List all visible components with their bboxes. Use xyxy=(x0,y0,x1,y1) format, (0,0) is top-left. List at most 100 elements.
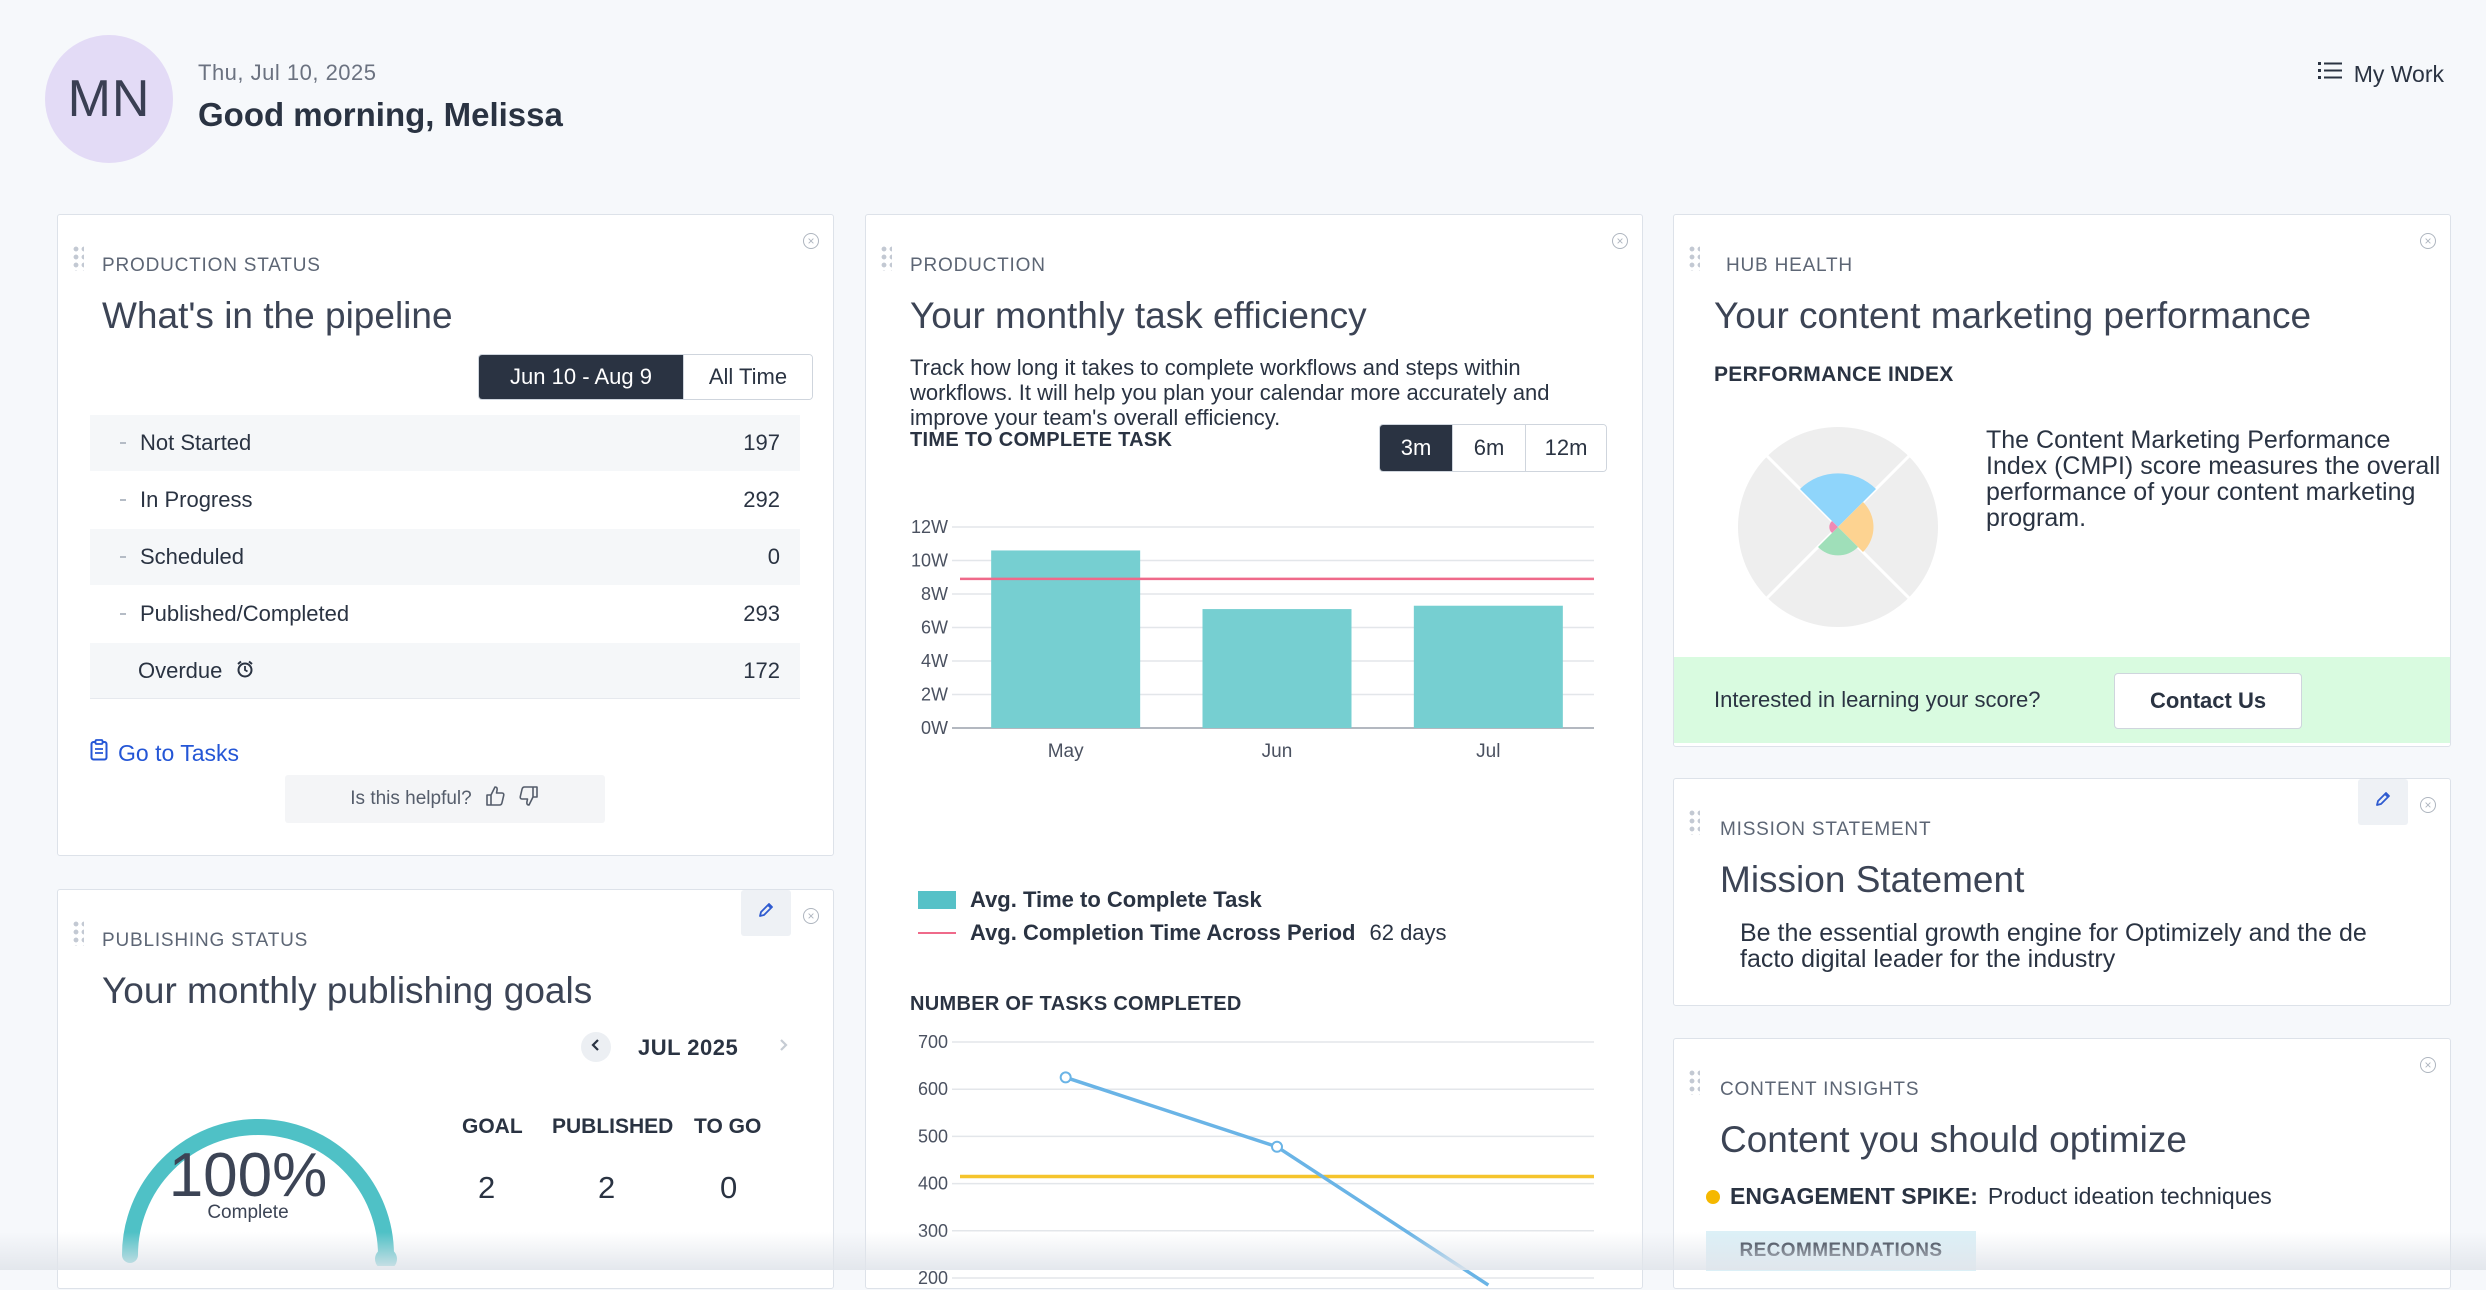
drag-handle[interactable] xyxy=(72,245,84,271)
close-icon[interactable]: × xyxy=(2420,797,2436,813)
period-12m-button[interactable]: 12m xyxy=(1525,425,1606,471)
bullet-icon xyxy=(120,556,126,558)
pipeline-row-overdue[interactable]: Overdue 172 xyxy=(90,643,800,699)
date-range-toggle: Jun 10 - Aug 9 All Time xyxy=(478,354,813,400)
card-title: Your monthly publishing goals xyxy=(102,970,593,1011)
y-tick-label: 0W xyxy=(921,718,948,738)
time-to-complete-chart: 0W 2W 4W 6W 8W 10W 12W May Jun Jul xyxy=(911,517,1594,762)
bar-may xyxy=(991,550,1141,728)
month-label: JUL 2025 xyxy=(638,1035,739,1060)
x-tick-label: Jul xyxy=(1476,741,1500,762)
row-label: Overdue xyxy=(138,657,223,683)
thumbs-down-icon[interactable] xyxy=(518,785,540,813)
prev-month-button[interactable] xyxy=(581,1032,611,1062)
bar-jun xyxy=(1202,609,1352,728)
thumbs-up-icon[interactable] xyxy=(484,785,506,813)
card-title: Mission Statement xyxy=(1720,859,2025,900)
row-value: 292 xyxy=(743,487,780,512)
my-work-label: My Work xyxy=(2353,60,2444,87)
y-tick-label: 8W xyxy=(921,584,948,604)
pipeline-row[interactable]: Scheduled 0 xyxy=(90,529,800,585)
close-icon[interactable]: × xyxy=(2420,233,2436,249)
row-label: In Progress xyxy=(140,487,253,512)
to-go-header: TO GO xyxy=(694,1115,762,1138)
bullet-icon xyxy=(120,442,126,444)
legend-line-value: 62 days xyxy=(1369,920,1447,945)
row-label: Scheduled xyxy=(140,544,244,569)
card-eyebrow: HUB HEALTH xyxy=(1726,255,1853,276)
chart2-title: NUMBER OF TASKS COMPLETED xyxy=(910,993,1242,1015)
published-header: PUBLISHED xyxy=(552,1115,674,1138)
pipeline-row[interactable]: Not Started 197 xyxy=(90,415,800,471)
x-tick-label: May xyxy=(1048,741,1084,762)
goal-value: 2 xyxy=(478,1170,496,1205)
mission-card: × MISSION STATEMENT Mission Statement Be… xyxy=(1673,778,2451,1006)
range-jun-aug-button[interactable]: Jun 10 - Aug 9 xyxy=(479,355,683,399)
avatar[interactable]: MN xyxy=(45,35,173,163)
contact-us-button[interactable]: Contact Us xyxy=(2114,673,2302,729)
engagement-spike[interactable]: ENGAGEMENT SPIKE: Product ideation techn… xyxy=(1706,1183,2272,1210)
card-eyebrow: MISSION STATEMENT xyxy=(1720,819,1932,840)
spike-label: ENGAGEMENT SPIKE: xyxy=(1730,1183,1978,1209)
y-tick-label: 300 xyxy=(918,1221,948,1241)
published-value: 2 xyxy=(598,1170,616,1205)
clipboard-icon xyxy=(90,739,108,767)
card-eyebrow: PRODUCTION STATUS xyxy=(102,255,321,276)
row-label: Published/Completed xyxy=(140,601,350,626)
row-label: Not Started xyxy=(140,430,252,455)
legend-bar-swatch xyxy=(918,891,956,909)
edit-button[interactable] xyxy=(2358,779,2408,825)
close-icon[interactable]: × xyxy=(803,908,819,924)
drag-handle[interactable] xyxy=(1688,809,1700,835)
list-icon xyxy=(2317,60,2342,88)
y-tick-label: 6W xyxy=(921,618,948,638)
card-eyebrow: PRODUCTION xyxy=(910,255,1046,276)
my-work-button[interactable]: My Work xyxy=(2317,60,2444,88)
chevron-right-icon xyxy=(777,1038,789,1057)
range-all-time-button[interactable]: All Time xyxy=(683,355,812,399)
edit-button[interactable] xyxy=(741,890,791,936)
drag-handle[interactable] xyxy=(1688,1069,1700,1095)
pipeline-card: × PRODUCTION STATUS What's in the pipeli… xyxy=(57,214,834,856)
data-point xyxy=(1271,1140,1283,1153)
legend-line-label: Avg. Completion Time Across Period xyxy=(970,920,1356,945)
y-tick-label: 700 xyxy=(918,1035,948,1052)
pipeline-row[interactable]: Published/Completed 293 xyxy=(90,586,800,642)
tasks-completed-line xyxy=(1065,1075,1490,1287)
card-title: Content you should optimize xyxy=(1720,1119,2187,1160)
row-value: 172 xyxy=(743,657,780,683)
drag-handle[interactable] xyxy=(1688,245,1700,271)
pipeline-row[interactable]: In Progress 292 xyxy=(90,472,800,528)
spike-text: Product ideation techniques xyxy=(1987,1183,2272,1209)
gauge-complete-label: Complete xyxy=(207,1202,289,1223)
period-6m-button[interactable]: 6m xyxy=(1452,425,1525,471)
performance-radar-chart xyxy=(1738,427,1938,627)
card-eyebrow: PUBLISHING STATUS xyxy=(102,930,309,951)
period-3m-button[interactable]: 3m xyxy=(1380,425,1452,471)
y-tick-label: 2W xyxy=(921,685,948,705)
y-tick-label: 200 xyxy=(918,1268,948,1288)
insights-card: × CONTENT INSIGHTS Content you should op… xyxy=(1673,1038,2451,1289)
goal-header: GOAL xyxy=(462,1115,523,1138)
score-banner: Interested in learning your score? xyxy=(1674,657,2450,743)
bar-jul xyxy=(1413,605,1563,728)
tasks-completed-chart: 700 600 500 400 300 200 xyxy=(918,1035,1594,1288)
cmpi-description: The Content Marketing Performance Index … xyxy=(1986,426,2441,532)
close-icon[interactable]: × xyxy=(1612,233,1628,249)
close-icon[interactable]: × xyxy=(2420,1057,2436,1073)
recommendations-tab[interactable]: RECOMMENDATIONS xyxy=(1706,1231,1976,1271)
y-tick-label: 4W xyxy=(921,651,948,671)
close-icon[interactable]: × xyxy=(803,233,819,249)
y-tick-label: 600 xyxy=(918,1079,948,1099)
next-month-button[interactable] xyxy=(768,1032,798,1062)
x-tick-label: Jun xyxy=(1262,741,1293,762)
mission-text: Be the essential growth engine for Optim… xyxy=(1740,919,2367,973)
drag-handle[interactable] xyxy=(72,920,84,946)
score-prompt: Interested in learning your score? xyxy=(1714,687,2041,712)
hub-health-card: × HUB HEALTH Your content marketing perf… xyxy=(1673,214,2451,747)
card-description: Track how long it takes to complete work… xyxy=(910,355,1550,430)
gauge-percent: 100% xyxy=(168,1141,328,1210)
drag-handle[interactable] xyxy=(880,245,892,271)
go-to-tasks-link[interactable]: Go to Tasks xyxy=(90,739,239,767)
legend-line: Avg. Completion Time Across Period 62 da… xyxy=(918,920,1447,946)
